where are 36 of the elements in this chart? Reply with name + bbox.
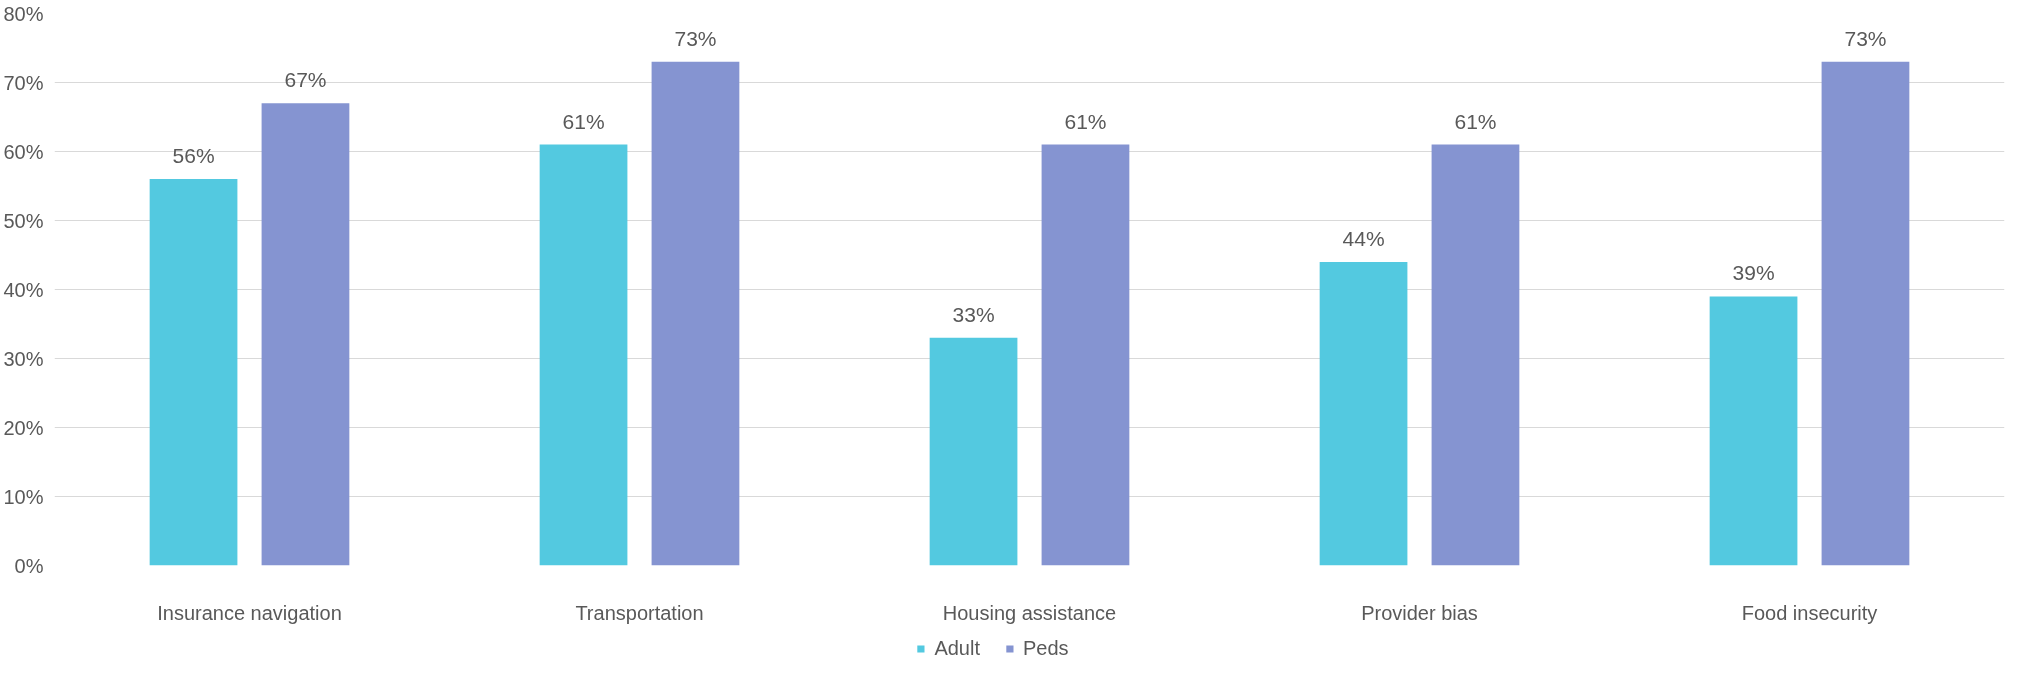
data-label: 39% [1732,261,1775,285]
data-label: 44% [1342,226,1385,250]
y-tick-label: 0% [14,554,44,577]
data-label: 73% [1844,26,1887,50]
bar [1431,144,1520,566]
x-tick-label: Food insecurity [1741,601,1878,624]
data-label: 33% [952,302,995,326]
y-tick-label: 30% [3,347,44,370]
data-label: 61% [1454,109,1497,133]
x-tick-label: Transportation [575,601,704,624]
y-tick-label: 60% [3,140,44,163]
bar [261,103,350,566]
bar [1821,61,1910,566]
legend-label: Peds [1023,636,1069,660]
data-label: 61% [1064,109,1107,133]
data-label: 73% [674,26,717,50]
data-label: 61% [562,109,605,133]
bar [1709,296,1798,566]
y-tick-label: 70% [3,71,44,94]
bar [1041,144,1130,566]
x-tick-label: Housing assistance [942,601,1117,624]
bar [929,337,1018,566]
y-tick-label: 50% [3,209,44,232]
y-tick-label: 80% [3,2,44,25]
y-tick-label: 40% [3,278,44,301]
bar [539,144,628,566]
y-tick-label: 10% [3,485,44,508]
bar [1319,261,1408,566]
y-tick-label: 20% [3,416,44,439]
x-tick-label: Provider bias [1361,601,1478,624]
data-label: 67% [284,68,327,92]
bar [149,179,238,566]
bar [651,61,740,566]
x-tick-label: Insurance navigation [157,601,342,624]
data-label: 56% [172,144,215,168]
legend-label: Adult [934,636,980,660]
